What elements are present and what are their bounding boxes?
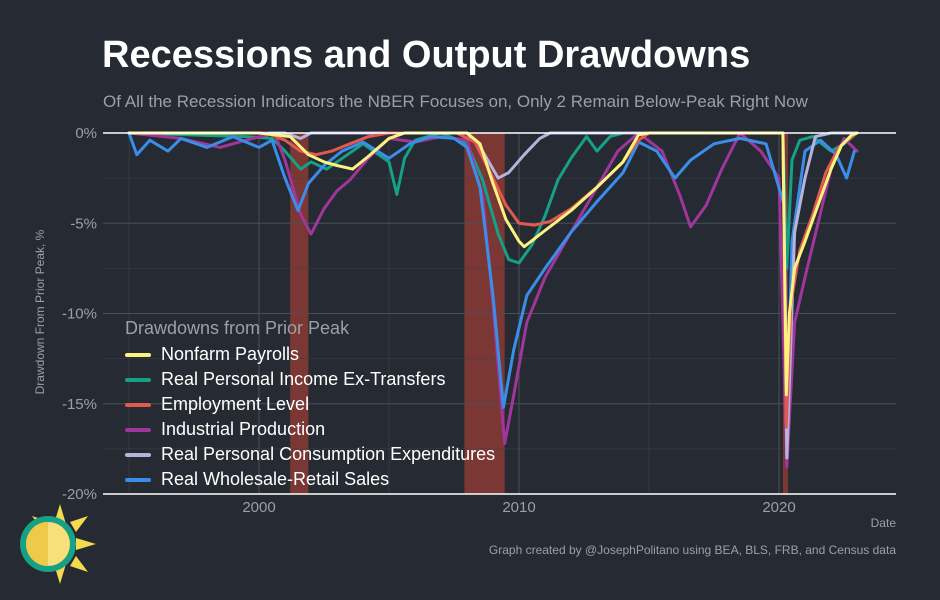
legend-items: Nonfarm Payrolls Real Personal Income Ex-…	[125, 342, 495, 492]
series-line-industrial-production	[127, 131, 859, 469]
legend-item: Industrial Production	[125, 417, 495, 442]
legend-item: Real Personal Income Ex-Transfers	[125, 367, 495, 392]
y-tick-label: -15%	[62, 396, 97, 413]
legend-key	[125, 402, 151, 407]
legend-item: Real Wholesale-Retail Sales	[125, 467, 495, 492]
y-tick-label: 0%	[75, 125, 97, 142]
x-tick-label: 2010	[502, 499, 535, 516]
legend-label: Employment Level	[161, 394, 310, 414]
legend-label: Nonfarm Payrolls	[161, 344, 300, 364]
legend-item: Employment Level	[125, 392, 495, 417]
sun-logo-icon	[20, 504, 96, 584]
legend-key	[125, 427, 151, 432]
legend-label: Real Personal Income Ex-Transfers	[161, 369, 446, 389]
y-tick-label: -5%	[70, 215, 97, 232]
legend-key	[125, 352, 151, 357]
y-tick-label: -20%	[62, 486, 97, 503]
legend-key	[125, 477, 151, 482]
legend-key	[125, 377, 151, 382]
series-line-real-personal-income-ex-transfers	[127, 131, 859, 270]
legend-label: Real Personal Consumption Expenditures	[161, 444, 496, 464]
source-caption: Graph created by @JosephPolitano using B…	[488, 543, 896, 557]
legend-title: Drawdowns from Prior Peak	[125, 318, 350, 338]
series-lines	[127, 131, 859, 469]
legend-label: Industrial Production	[161, 419, 326, 439]
legend-label: Real Wholesale-Retail Sales	[161, 469, 390, 489]
x-axis-label: Date	[870, 516, 896, 530]
x-tick-label: 2020	[762, 499, 795, 516]
x-tick-label: 2000	[242, 499, 275, 516]
legend-key	[125, 452, 151, 457]
y-tick-label: -10%	[62, 306, 97, 323]
series-line-nonfarm-payrolls	[127, 131, 859, 397]
chart-title: Recessions and Output Drawdowns	[102, 34, 751, 76]
series-line-real-personal-consumption-expenditures	[127, 131, 859, 460]
series-line-real-wholesale-retail-sales	[127, 131, 856, 424]
series-line-employment-level	[127, 131, 859, 429]
legend: Drawdowns from Prior Peak Nonfarm Payrol…	[125, 318, 495, 492]
chart-subtitle: Of All the Recession Indicators the NBER…	[103, 92, 808, 111]
tick-labels: 0% -5% -10% -15% -20% 2000 2010 2020	[62, 125, 796, 516]
legend-item: Nonfarm Payrolls	[125, 342, 495, 367]
axes	[103, 132, 896, 495]
legend-item: Real Personal Consumption Expenditures	[125, 442, 495, 467]
